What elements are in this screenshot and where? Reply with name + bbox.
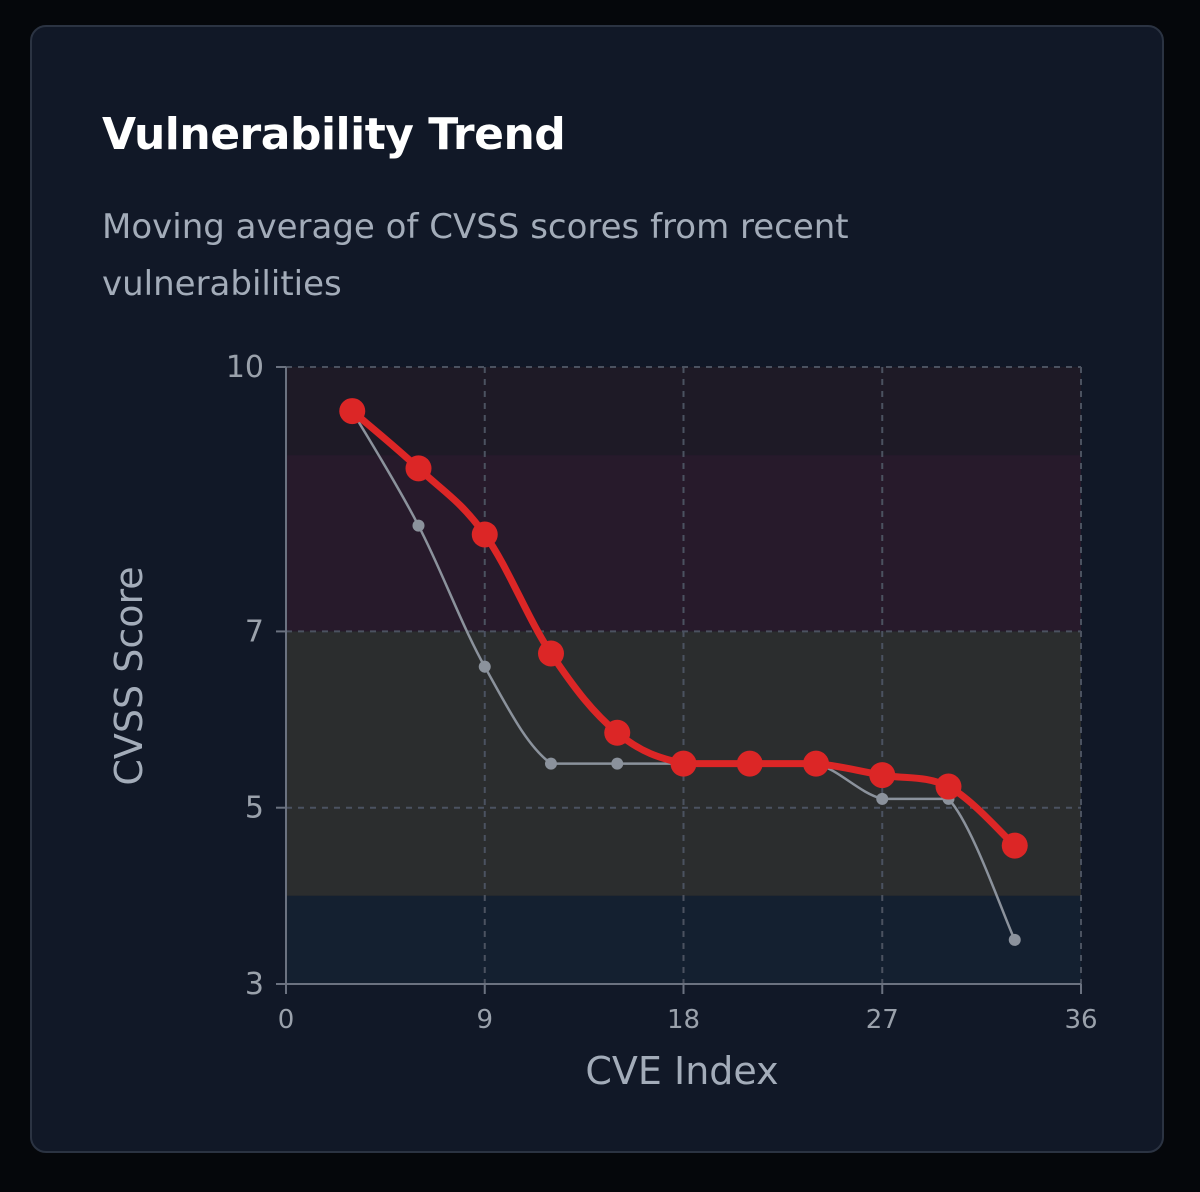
- moving-average-point: [935, 773, 962, 800]
- moving-average-point: [1001, 832, 1028, 859]
- high-band: [286, 455, 1081, 632]
- card-title: Vulnerability Trend: [102, 109, 566, 160]
- moving-average-point: [869, 762, 896, 789]
- axes: 3 5 7 10 0 9 18 27 36: [226, 350, 1098, 1035]
- moving-average-point: [538, 640, 564, 667]
- y-tick-label: 10: [226, 350, 264, 385]
- y-tick-label: 7: [245, 614, 264, 649]
- raw-score-point: [1008, 933, 1021, 946]
- x-axis-title: CVE Index: [585, 1049, 778, 1093]
- raw-score-point: [611, 757, 624, 770]
- moving-average-point: [803, 750, 829, 777]
- raw-score-point: [545, 757, 557, 770]
- x-tick-label: 9: [476, 1005, 493, 1035]
- raw-score-point: [412, 519, 425, 532]
- y-tick-label: 3: [245, 967, 264, 1002]
- grid-lines: [286, 366, 1082, 984]
- raw-score-point: [478, 660, 491, 673]
- raw-score-point: [876, 792, 889, 805]
- moving-average-line: [348, 407, 1019, 850]
- y-tick-label: 5: [245, 791, 264, 826]
- moving-average-point: [471, 521, 498, 548]
- x-tick-label: 0: [278, 1005, 295, 1035]
- moving-average-point: [736, 750, 763, 777]
- severity-bands: [286, 367, 1081, 984]
- moving-average-point: [339, 398, 366, 425]
- moving-average-point: [405, 455, 432, 482]
- card-subtitle: Moving average of CVSS scores from recen…: [102, 207, 849, 304]
- x-tick-label: 27: [866, 1005, 899, 1035]
- x-tick-label: 36: [1064, 1005, 1097, 1035]
- x-tick-label: 18: [667, 1005, 700, 1035]
- y-axis-title: CVSS Score: [107, 566, 151, 785]
- moving-average-point: [670, 750, 697, 777]
- moving-average-point: [604, 719, 631, 746]
- moving-average-series: [339, 398, 1028, 859]
